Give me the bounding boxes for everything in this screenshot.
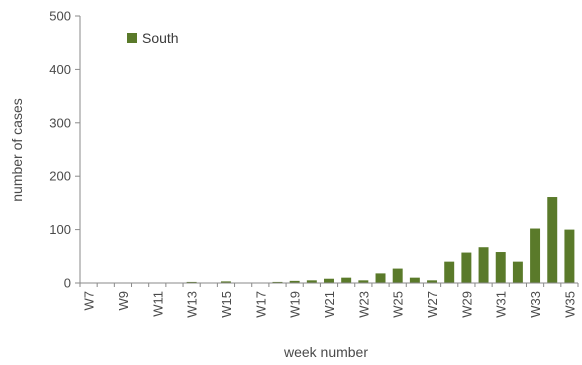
- bars: [186, 197, 575, 283]
- bar-W35: [564, 229, 575, 283]
- bar-W23: [358, 280, 369, 283]
- bar-W22: [341, 277, 352, 283]
- y-tick-label: 200: [49, 169, 71, 184]
- bar-W19: [289, 280, 300, 283]
- bar-W25: [392, 268, 403, 283]
- y-axis-title: number of cases: [9, 98, 25, 202]
- bar-W13: [186, 281, 197, 283]
- bar-W34: [547, 197, 558, 283]
- x-tick-label-W9: W9: [116, 291, 131, 311]
- bar-W29: [461, 252, 472, 283]
- x-tick-label-W23: W23: [356, 291, 371, 318]
- bar-W32: [512, 261, 523, 283]
- x-tick-label-W13: W13: [185, 291, 200, 318]
- y-tick-label: 100: [49, 222, 71, 237]
- bar-W31: [495, 252, 506, 283]
- x-tick-label-W19: W19: [288, 291, 303, 318]
- bar-W27: [427, 280, 438, 283]
- bar-W24: [375, 273, 386, 283]
- y-tick-label: 500: [49, 9, 71, 24]
- bar-W18: [272, 281, 283, 283]
- x-tick-label-W27: W27: [425, 291, 440, 318]
- x-axis-title: week number: [283, 344, 368, 360]
- x-tick-label-W21: W21: [322, 291, 337, 318]
- legend-swatch-south: [127, 33, 137, 43]
- x-tick-label-W11: W11: [150, 291, 165, 317]
- legend-label-south: South: [142, 30, 179, 46]
- y-tick-label: 400: [49, 62, 71, 77]
- x-tick-label-W35: W35: [562, 291, 577, 318]
- x-tick-label-W15: W15: [219, 291, 234, 318]
- y-axis-ticks: 0 100 200 300 400 500: [49, 9, 80, 291]
- x-tick-label-W7: W7: [82, 291, 97, 311]
- bar-W15: [220, 281, 231, 283]
- x-tick-label-W17: W17: [253, 291, 268, 318]
- bar-W26: [409, 277, 420, 283]
- y-tick-label: 300: [49, 115, 71, 130]
- bar-W33: [530, 228, 541, 283]
- y-tick-label: 0: [64, 276, 71, 291]
- x-tick-label-W25: W25: [391, 291, 406, 318]
- legend: South: [127, 30, 179, 46]
- bar-W20: [306, 280, 317, 283]
- bar-W21: [324, 278, 334, 283]
- bar-W28: [444, 261, 455, 283]
- x-axis-ticks: W7 W9 W11 W13 W15 W17 W19 W21 W23 W25 W27 W29 W31 W33…: [79, 283, 579, 318]
- x-tick-label-W31: W31: [494, 291, 509, 318]
- x-tick-label-W33: W33: [528, 291, 543, 318]
- bar-W30: [478, 247, 489, 283]
- x-tick-label-W29: W29: [459, 291, 474, 318]
